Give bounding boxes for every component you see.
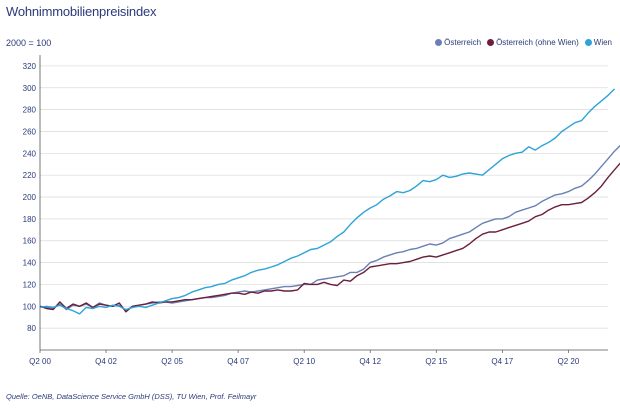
x-tick-label-Q4-07: Q4 07 — [227, 357, 249, 366]
y-tick-label-180: 180 — [23, 215, 37, 224]
y-tick-label-160: 160 — [23, 237, 37, 246]
y-tick-label-120: 120 — [23, 280, 37, 289]
legend-marker-oesterreich — [435, 39, 443, 46]
y-tick-label-280: 280 — [23, 106, 37, 115]
x-tick-label-Q4-17: Q4 17 — [491, 357, 513, 366]
legend-marker-wien — [584, 39, 592, 46]
x-tick-label-Q2-15: Q2 15 — [425, 357, 447, 366]
x-tick-label-Q2-20: Q2 20 — [557, 357, 579, 366]
series-line-wien — [39, 88, 616, 315]
y-tick-label-200: 200 — [23, 193, 37, 202]
chart-title: Wohnimmobilienpreisindex — [6, 4, 157, 19]
y-tick-label-140: 140 — [23, 259, 37, 268]
chart-subtitle: 2000 = 100 — [6, 38, 52, 48]
x-tick-label-Q2-00: Q2 00 — [29, 357, 51, 366]
y-tick-label-260: 260 — [23, 127, 37, 136]
y-tick-label-100: 100 — [23, 302, 37, 311]
y-tick-label-300: 300 — [23, 84, 37, 93]
legend-label-wien: Wien — [593, 38, 612, 47]
legend: Österreich Österreich (ohne Wien) Wien — [435, 38, 612, 47]
y-tick-label-220: 220 — [23, 171, 37, 180]
x-tick-label-Q2-05: Q2 05 — [161, 357, 183, 366]
legend-marker-oesterreich-ohne-wien — [487, 39, 495, 46]
y-tick-label-320: 320 — [23, 62, 37, 71]
legend-item-oesterreich: Österreich — [435, 38, 481, 47]
legend-item-wien: Wien — [584, 38, 612, 47]
series-line-oesterreich-ohne-wien — [39, 162, 620, 313]
y-tick-label-80: 80 — [27, 324, 36, 333]
source-note: Quelle: OeNB, DataScience Service GmbH (… — [6, 392, 257, 401]
legend-label-oesterreich: Österreich — [444, 38, 482, 47]
x-tick-label-Q4-02: Q4 02 — [95, 357, 117, 366]
legend-item-oesterreich-ohne-wien: Österreich (ohne Wien) — [487, 38, 579, 47]
y-tick-label-240: 240 — [23, 149, 37, 158]
x-tick-label-Q2-10: Q2 10 — [293, 357, 315, 366]
x-tick-label-Q4-12: Q4 12 — [359, 357, 381, 366]
legend-label-oesterreich-ohne-wien: Österreich (ohne Wien) — [496, 38, 579, 47]
